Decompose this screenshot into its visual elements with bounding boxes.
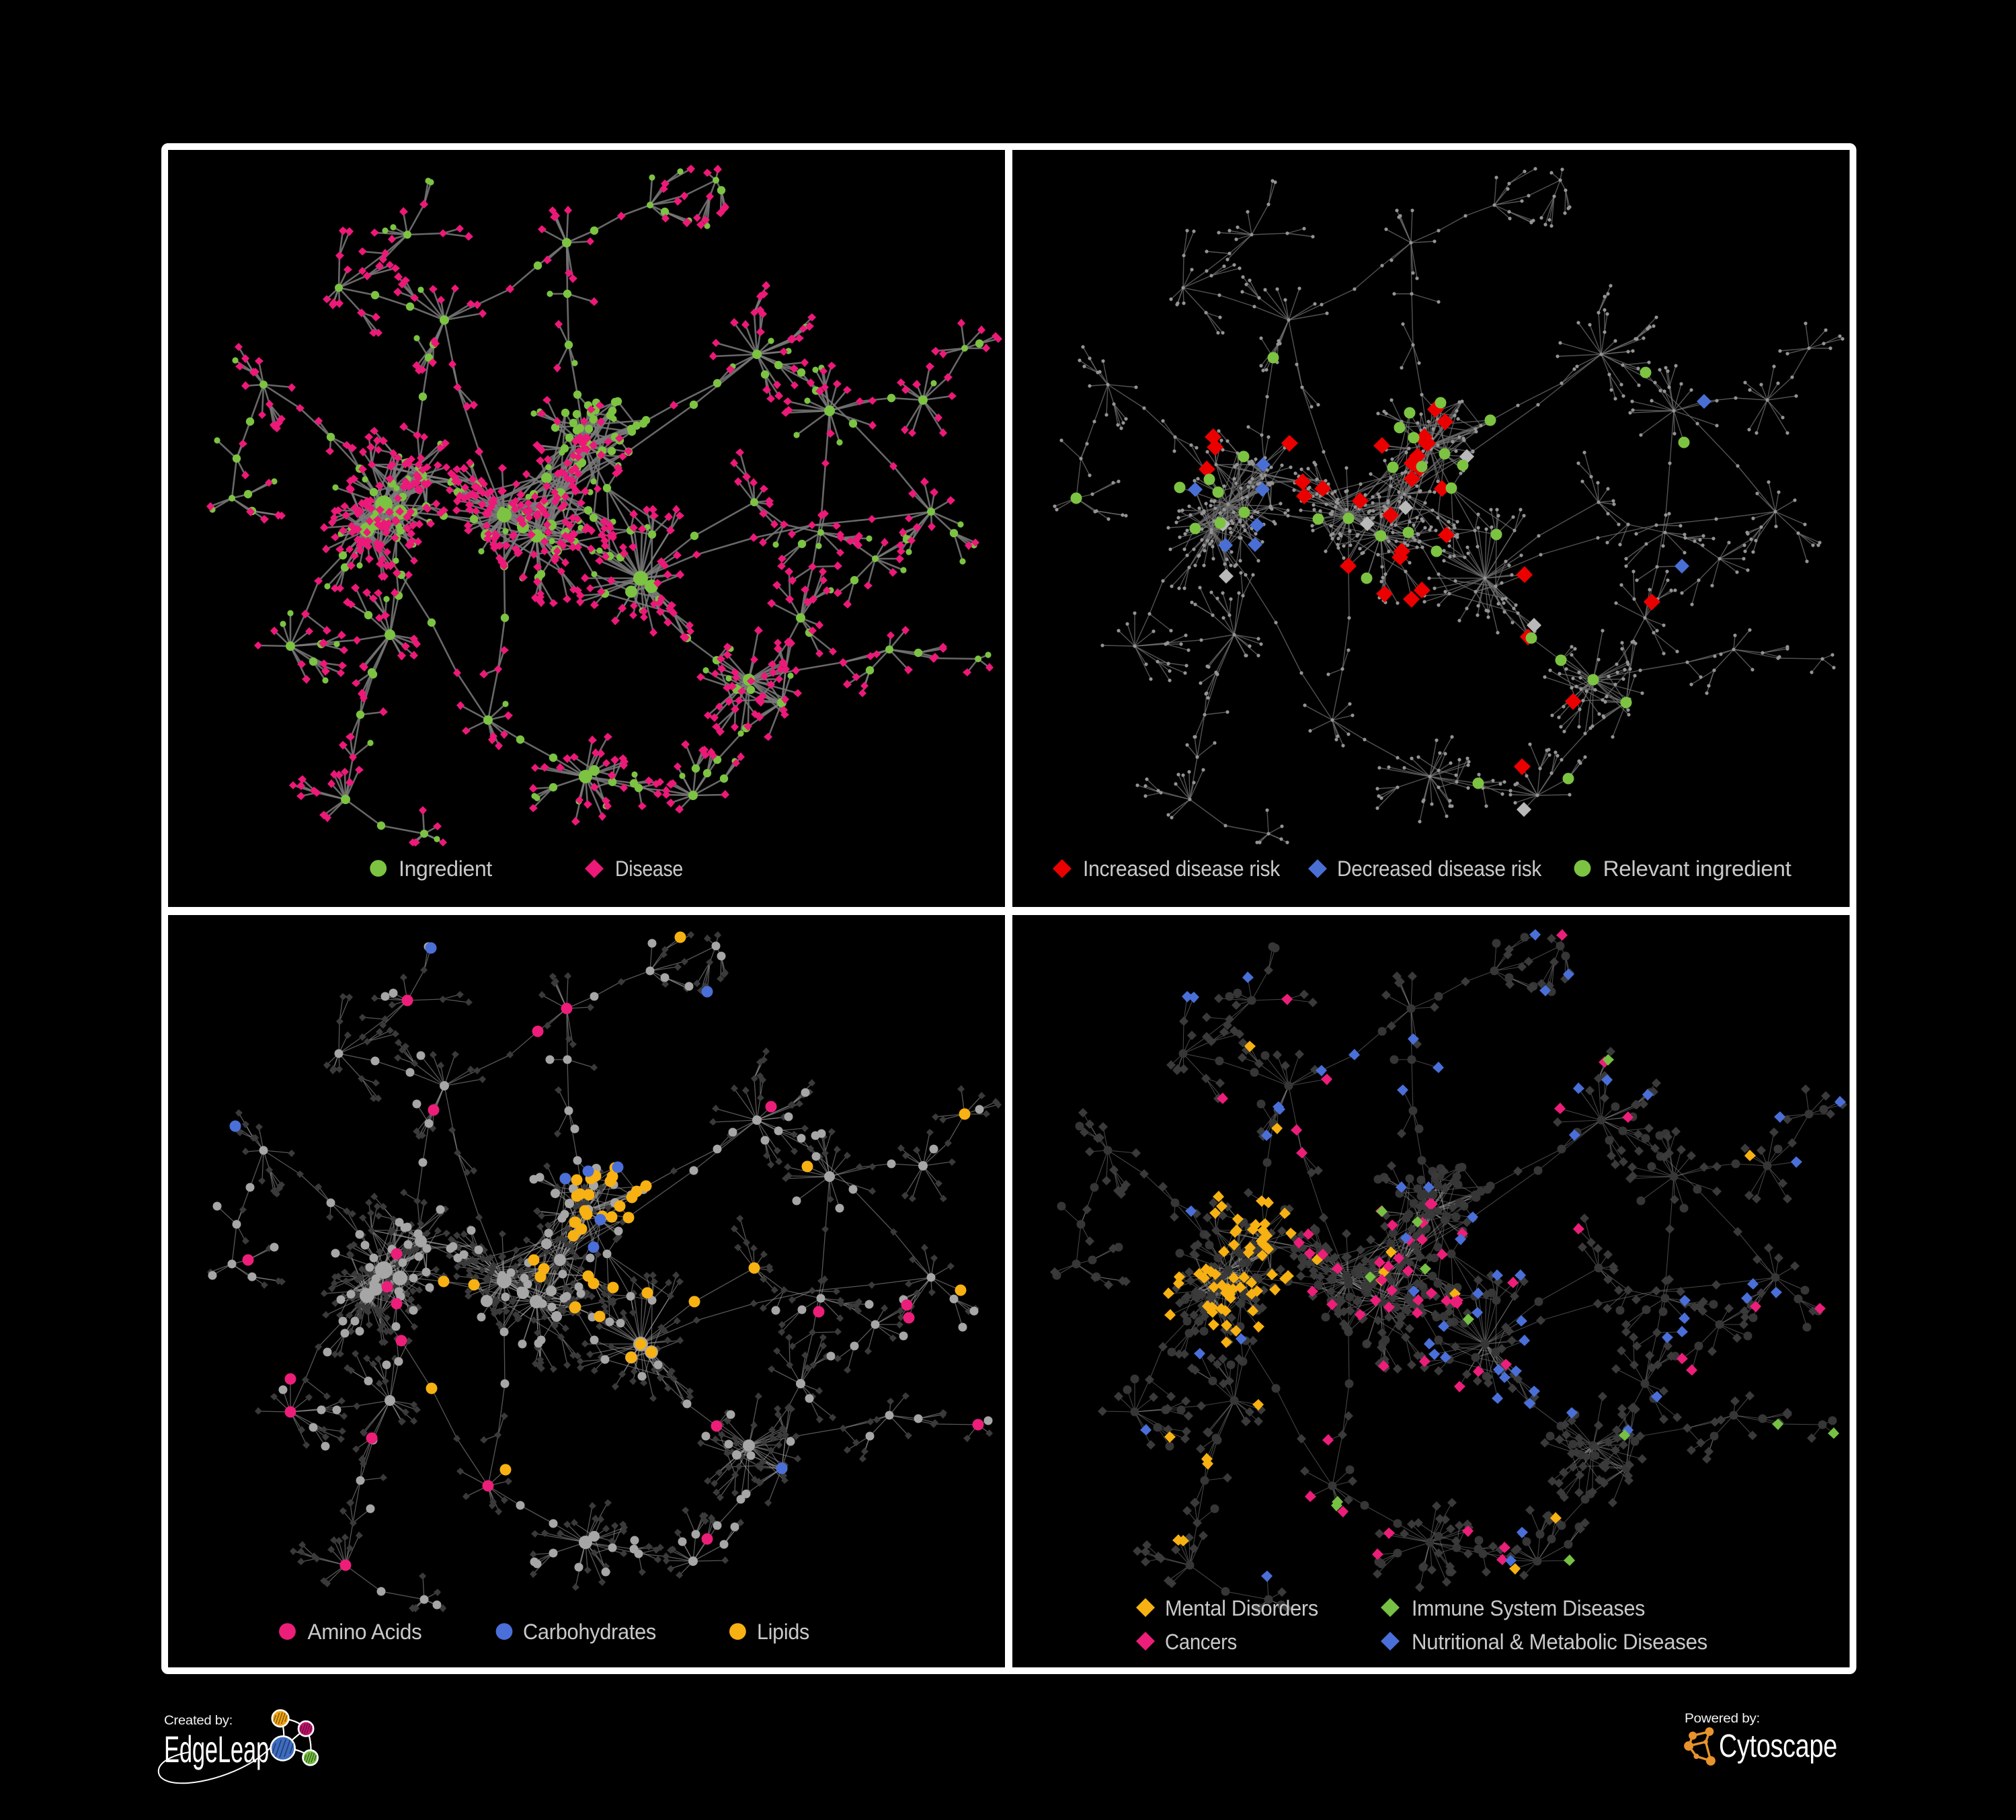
svg-text:Immune System Diseases: Immune System Diseases: [1412, 1596, 1645, 1620]
svg-text:EdgeLeap: EdgeLeap: [164, 1728, 269, 1770]
svg-text:Cytoscape: Cytoscape: [1719, 1729, 1837, 1764]
svg-text:Relevant ingredient: Relevant ingredient: [1603, 857, 1791, 881]
svg-text:Carbohydrates: Carbohydrates: [523, 1620, 656, 1644]
svg-text:Increased disease risk: Increased disease risk: [1083, 857, 1281, 881]
svg-text:Mental Disorders: Mental Disorders: [1165, 1596, 1318, 1620]
svg-text:Powered by:: Powered by:: [1685, 1712, 1760, 1726]
svg-text:Cancers: Cancers: [1165, 1630, 1237, 1654]
svg-text:Lipids: Lipids: [757, 1620, 809, 1644]
svg-text:Created by:: Created by:: [164, 1714, 233, 1728]
svg-text:Decreased disease risk: Decreased disease risk: [1337, 857, 1542, 881]
svg-text:Amino Acids: Amino Acids: [308, 1620, 422, 1644]
svg-text:Disease: Disease: [615, 857, 683, 881]
svg-text:Nutritional & Metabolic Diseas: Nutritional & Metabolic Diseases: [1412, 1630, 1707, 1654]
svg-text:Ingredient: Ingredient: [399, 857, 492, 881]
